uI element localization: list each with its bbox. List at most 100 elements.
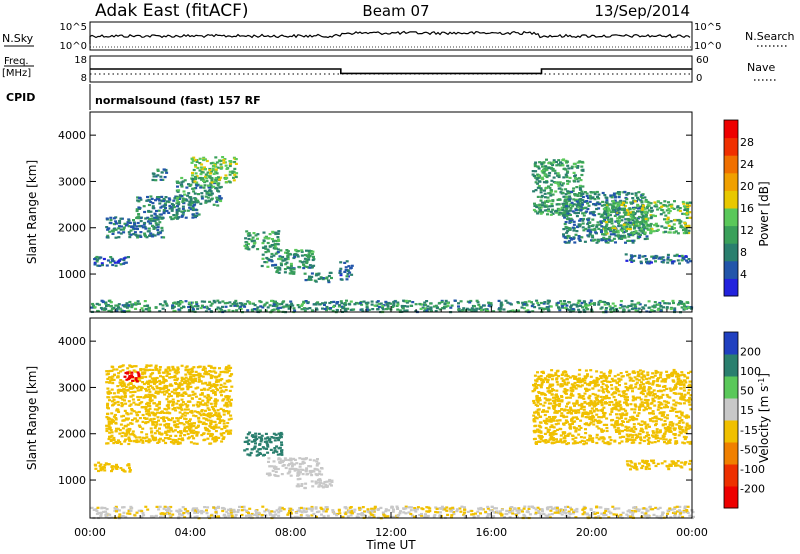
heatmap-cell — [583, 300, 587, 304]
heatmap-cell — [601, 440, 605, 443]
heatmap-cell — [558, 208, 562, 211]
heatmap-cell — [276, 243, 280, 246]
heatmap-cell — [316, 273, 320, 276]
heatmap-cell — [151, 235, 155, 238]
heatmap-cell — [224, 385, 228, 389]
heatmap-cell — [335, 308, 339, 312]
heatmap-cell — [631, 219, 635, 222]
heatmap-cell — [659, 437, 663, 440]
heatmap-cell — [154, 391, 158, 394]
heatmap-cell — [132, 384, 136, 387]
heatmap-cell — [136, 221, 140, 225]
heatmap-cell — [462, 307, 466, 310]
heatmap-cell — [117, 303, 121, 306]
heatmap-cell — [687, 224, 691, 227]
heatmap-cell — [593, 238, 597, 241]
heatmap-cell — [604, 307, 608, 310]
heatmap-cell — [175, 210, 179, 214]
heatmap-cell — [627, 438, 631, 441]
heatmap-cell — [438, 301, 442, 305]
heatmap-cell — [280, 443, 284, 446]
heatmap-cell — [595, 241, 599, 244]
heatmap-cell — [178, 422, 182, 425]
heatmap-cell — [568, 192, 572, 195]
heatmap-cell — [205, 414, 209, 417]
heatmap-cell — [177, 189, 181, 192]
heatmap-cell — [641, 370, 645, 373]
heatmap-cell — [638, 369, 642, 372]
heatmap-cell — [672, 301, 675, 305]
heatmap-cell — [292, 457, 296, 460]
heatmap-cell — [608, 401, 612, 404]
heatmap-cell — [607, 303, 610, 306]
heatmap-cell — [210, 178, 214, 181]
heatmap-cell — [175, 302, 179, 305]
heatmap-cell — [158, 221, 162, 224]
heatmap-cell — [162, 205, 166, 208]
heatmap-cell — [563, 306, 567, 309]
heatmap-cell — [137, 373, 141, 376]
heatmap-cell — [213, 420, 217, 423]
heatmap-cell — [645, 401, 649, 404]
heatmap-cell — [251, 434, 255, 437]
heatmap-cell — [549, 189, 553, 192]
heatmap-cell — [423, 310, 427, 313]
heatmap-cell — [568, 425, 572, 428]
heatmap-cell — [656, 440, 660, 443]
heatmap-cell — [152, 379, 156, 382]
heatmap-cell — [142, 382, 146, 386]
heatmap-cell — [181, 388, 185, 391]
heatmap-cell — [208, 370, 212, 373]
heatmap-cell — [98, 465, 102, 468]
heatmap-cell — [606, 380, 610, 383]
heatmap-cell — [174, 439, 178, 442]
heatmap-cell — [588, 422, 592, 425]
heatmap-cell — [129, 233, 133, 236]
heatmap-cell — [303, 257, 307, 260]
heatmap-cell — [277, 239, 281, 242]
heatmap-cell — [164, 207, 167, 210]
heatmap-cell — [190, 422, 194, 425]
heatmap-cell — [142, 396, 146, 399]
heatmap-cell — [543, 167, 547, 171]
heatmap-cell — [169, 216, 173, 219]
heatmap-cell — [308, 251, 312, 254]
heatmap-cell — [460, 309, 464, 312]
heatmap-cell — [653, 205, 657, 208]
heatmap-cell — [216, 184, 220, 187]
heatmap-cell — [317, 462, 321, 465]
heatmap-cell — [175, 212, 179, 215]
heatmap-cell — [117, 403, 121, 406]
heatmap-cell — [248, 234, 252, 237]
heatmap-cell — [520, 306, 524, 309]
heatmap-cell — [573, 194, 577, 197]
heatmap-cell — [330, 276, 333, 280]
heatmap-cell — [342, 305, 346, 308]
heatmap-cell — [381, 308, 385, 311]
heatmap-cell — [580, 190, 584, 193]
heatmap-cell — [682, 389, 686, 392]
heatmap-cell — [638, 226, 642, 230]
heatmap-cell — [165, 398, 169, 401]
heatmap-cell — [277, 436, 281, 439]
heatmap-cell — [199, 202, 203, 205]
heatmap-cell — [643, 232, 647, 236]
heatmap-cell — [678, 207, 682, 210]
heatmap-cell — [358, 302, 362, 305]
heatmap-cell — [687, 258, 691, 261]
heatmap-cell — [207, 364, 211, 367]
heatmap-cell — [209, 190, 213, 193]
heatmap-cell — [217, 413, 221, 416]
heatmap-cell — [532, 190, 536, 193]
heatmap-cell — [602, 220, 605, 223]
heatmap-cell — [616, 213, 620, 216]
heatmap-cell — [626, 227, 630, 231]
heatmap-cell — [315, 464, 319, 467]
heatmap-cell — [215, 384, 219, 387]
heatmap-cell — [224, 402, 228, 405]
colorbar-swatch — [724, 260, 738, 279]
heatmap-cell — [656, 308, 660, 311]
heatmap-cell — [139, 235, 143, 238]
heatmap-cell — [508, 310, 512, 313]
